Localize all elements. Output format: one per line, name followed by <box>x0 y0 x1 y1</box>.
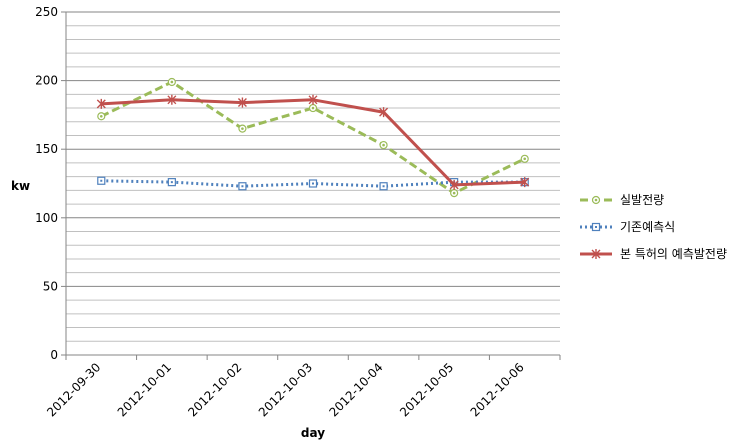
legend-label: 본 특허의 예측발전량 <box>620 247 727 261</box>
y-tick-labels: 0 50 100 150 200 250 <box>35 5 58 362</box>
x-tick-label: 2012-10-06 <box>468 360 527 419</box>
y-tick-label: 250 <box>35 5 58 19</box>
y-tick-label: 150 <box>35 142 58 156</box>
x-tick-label: 2012-10-02 <box>185 360 244 419</box>
y-tick-label: 50 <box>43 279 58 293</box>
x-tick-label: 2012-10-04 <box>326 360 385 419</box>
data-point-marker-core <box>383 185 385 187</box>
legend-label: 실발전량 <box>620 193 664 207</box>
data-point-marker-core <box>171 81 174 84</box>
x-tick-label: 2012-10-01 <box>115 360 174 419</box>
legend-item-2: 기존예측식 <box>580 220 675 234</box>
y-tick-label: 200 <box>35 74 58 88</box>
legend-label: 기존예측식 <box>620 220 675 234</box>
x-tick-label: 2012-09-30 <box>44 360 103 419</box>
x-tick-label: 2012-10-03 <box>256 360 315 419</box>
data-point-marker-core <box>523 158 526 161</box>
y-axis-label: kw <box>11 179 30 193</box>
data-point-marker-core <box>100 115 103 118</box>
data-point-marker-core <box>241 185 243 187</box>
y-tick-label: 100 <box>35 211 58 225</box>
data-point-marker-core <box>453 192 456 195</box>
series-lines <box>97 78 528 196</box>
data-point-marker-core <box>241 127 244 130</box>
legend-item-1: 실발전량 <box>580 193 664 207</box>
y-tick-label: 0 <box>50 348 58 362</box>
x-tick-label: 2012-10-05 <box>397 360 456 419</box>
data-point-marker-core <box>312 183 314 185</box>
data-point-marker-core <box>595 226 597 228</box>
data-point-marker-core <box>100 180 102 182</box>
data-point-marker-core <box>595 199 598 202</box>
data-point-marker-core <box>382 144 385 147</box>
series-line <box>101 100 524 185</box>
x-tick-labels: 2012-09-302012-10-012012-10-022012-10-03… <box>44 360 527 419</box>
legend-item-3: 본 특허의 예측발전량 <box>580 247 727 261</box>
x-axis-label: day <box>301 426 325 440</box>
legend: 실발전량기존예측식본 특허의 예측발전량 <box>580 193 727 261</box>
data-point-marker-core <box>171 181 173 183</box>
data-point-marker-core <box>312 107 315 110</box>
